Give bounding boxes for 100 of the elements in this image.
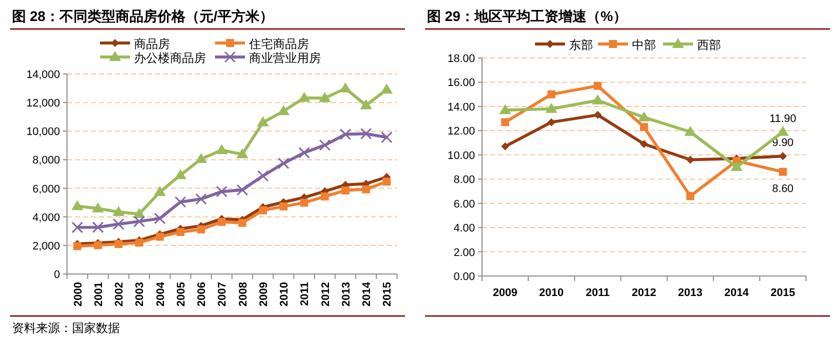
y-tick-label: 16.00 xyxy=(447,77,475,90)
x-tick-label: 2015 xyxy=(770,287,796,299)
x-tick-label: 2001 xyxy=(92,282,105,306)
point xyxy=(298,146,310,158)
point xyxy=(71,200,84,210)
point xyxy=(154,212,166,224)
y-tick-label: 4,000 xyxy=(32,212,60,224)
point xyxy=(380,132,392,144)
x-tick-label: 2010 xyxy=(539,287,564,299)
y-tick-label: 8,000 xyxy=(32,154,60,167)
point xyxy=(776,126,789,136)
x-tick-label: 2013 xyxy=(678,287,703,299)
point xyxy=(547,118,556,126)
x-tick-label: 2011 xyxy=(299,282,312,306)
x-tick-label: 2002 xyxy=(114,282,126,306)
x-tick-label: 2005 xyxy=(175,282,188,306)
text: 资料来源：国家数据 xyxy=(12,321,120,335)
legend-label: 西部 xyxy=(697,38,721,52)
point xyxy=(135,238,144,247)
point xyxy=(360,99,372,110)
y-tick-label: 0 xyxy=(54,269,60,281)
point xyxy=(176,228,184,236)
point xyxy=(236,184,248,196)
point xyxy=(362,185,370,194)
point xyxy=(258,206,267,214)
x-tick-label: 2012 xyxy=(320,282,332,306)
point xyxy=(112,218,124,230)
point xyxy=(156,232,164,241)
y-tick-label: 2,000 xyxy=(32,240,60,252)
point xyxy=(278,158,290,170)
x-tick-label: 2010 xyxy=(278,282,291,306)
point xyxy=(319,139,331,151)
point xyxy=(174,196,186,208)
point xyxy=(238,218,246,227)
point xyxy=(92,222,104,234)
x-tick-label: 2012 xyxy=(632,287,656,299)
point xyxy=(300,198,308,207)
point xyxy=(686,192,694,200)
x-tick-label: 2009 xyxy=(492,287,518,299)
y-tick-label: 2.00 xyxy=(454,246,475,259)
y-tick-label: 10,000 xyxy=(26,126,60,138)
chart-title: 图 28：不同类型商品房价格（元/平方米） xyxy=(12,8,274,24)
point xyxy=(112,206,125,216)
x-tick-label: 2008 xyxy=(237,282,250,306)
point xyxy=(380,84,393,94)
point xyxy=(236,148,248,158)
point xyxy=(73,242,82,250)
legend-label: 东部 xyxy=(569,38,593,52)
x-tick-label: 2013 xyxy=(340,282,352,306)
data-label: 8.60 xyxy=(772,182,794,195)
point xyxy=(594,82,602,90)
point xyxy=(684,126,696,136)
point xyxy=(339,82,352,92)
point xyxy=(341,186,350,194)
point xyxy=(501,118,510,126)
point xyxy=(360,128,372,140)
point xyxy=(195,193,207,205)
point xyxy=(114,240,123,248)
point xyxy=(594,110,602,119)
y-tick-label: 14,000 xyxy=(26,69,60,81)
legend-label: 住宅商品房 xyxy=(248,37,309,51)
data-label: 11.90 xyxy=(770,112,796,125)
point xyxy=(592,94,604,104)
x-tick-label: 2011 xyxy=(586,287,610,299)
x-tick-label: 2000 xyxy=(72,282,84,306)
point xyxy=(499,104,512,114)
point xyxy=(278,105,290,116)
y-tick-label: 6.00 xyxy=(454,198,475,210)
point xyxy=(216,186,228,198)
x-tick-label: 2014 xyxy=(724,287,750,299)
point xyxy=(218,218,226,226)
point xyxy=(638,111,650,122)
y-tick-label: 12.00 xyxy=(447,126,475,138)
point xyxy=(318,92,331,102)
legend-label: 中部 xyxy=(632,38,656,52)
y-tick-label: 8.00 xyxy=(454,174,475,186)
point xyxy=(778,168,787,176)
x-tick-label: 2004 xyxy=(154,281,167,306)
point xyxy=(154,186,166,196)
x-tick-label: 2015 xyxy=(382,282,394,306)
point xyxy=(640,123,648,132)
x-tick-label: 2007 xyxy=(216,282,229,306)
y-tick-label: 10.00 xyxy=(447,150,475,162)
y-tick-label: 6,000 xyxy=(32,183,60,196)
point xyxy=(257,170,269,182)
x-tick-label: 2003 xyxy=(134,282,146,306)
point xyxy=(216,144,228,154)
legend-label: 办公楼商品房 xyxy=(134,51,206,65)
y-tick-label: 14.00 xyxy=(447,101,475,114)
point xyxy=(256,116,269,126)
point xyxy=(195,153,208,163)
point xyxy=(501,142,510,150)
point xyxy=(174,169,186,180)
point xyxy=(197,225,206,234)
point xyxy=(545,102,558,113)
point xyxy=(72,222,84,234)
y-tick-label: 18.00 xyxy=(447,53,475,65)
y-tick-label: 4.00 xyxy=(454,222,475,235)
point xyxy=(280,202,288,210)
legend-label: 商品房 xyxy=(134,37,170,51)
